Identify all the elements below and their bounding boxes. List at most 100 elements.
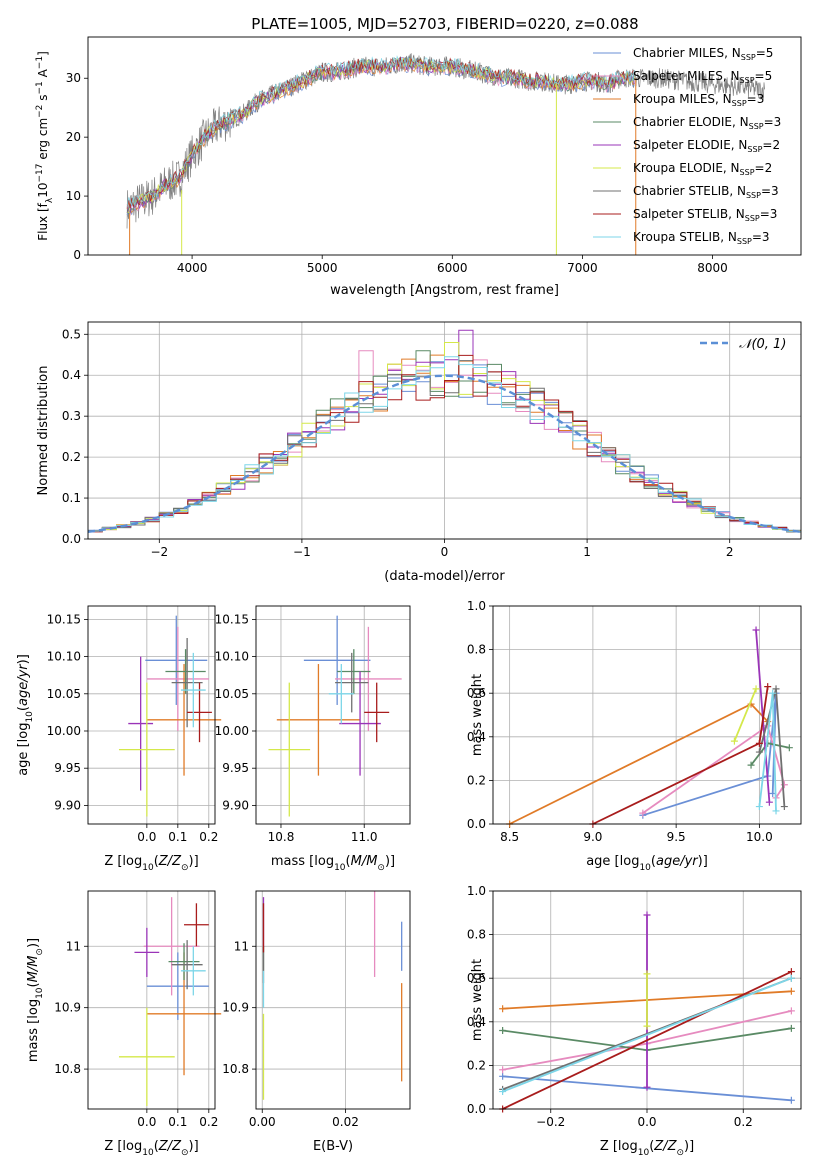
y-tick-label: 1.0 <box>467 884 486 898</box>
y-axis-label: mass weight <box>470 959 485 1041</box>
weight-line <box>502 977 792 1093</box>
legend-entry: Kroupa MILES, NSSP=3 <box>633 92 764 108</box>
weight-marker <box>643 911 651 919</box>
label-part: ⊙ <box>181 1148 189 1158</box>
weight-marker <box>643 1083 651 1091</box>
label-part: age/yr <box>16 663 31 706</box>
label-part: ⊙ <box>181 863 189 873</box>
normal-curve <box>87 374 802 533</box>
x-tick-label: 0.02 <box>332 1115 359 1129</box>
figure-title: PLATE=1005, MJD=52703, FIBERID=0220, z=0… <box>251 15 638 33</box>
axis-label: age [log10(age/yr)] <box>16 654 35 776</box>
y-tick-label: 0.6 <box>467 971 486 985</box>
legend-sub: SSP <box>732 99 747 108</box>
y-tick-label: 0.4 <box>467 730 486 744</box>
mass_vs_Z-frame <box>87 890 216 1110</box>
weight-marker <box>499 1088 507 1096</box>
y-tick-label: 0.4 <box>62 368 81 382</box>
label-part: mass [log <box>26 999 41 1062</box>
label-part: 10 <box>334 863 346 873</box>
y-tick-label: 10.00 <box>47 724 81 738</box>
legend-entry: Salpeter MILES, NSSP=5 <box>633 69 772 85</box>
legend-sub: SSP <box>741 53 756 62</box>
legend-entry: Kroupa ELODIE, NSSP=2 <box>633 161 772 177</box>
y-tick-label: 0.8 <box>467 928 486 942</box>
x-tick-label: 7000 <box>567 261 598 275</box>
weight-marker <box>755 748 763 756</box>
residuals-axes: −2 −1 0 1 2 0.0 0.1 0.2 0.3 0.4 0.5 𝒩(0, 1) (data-mo… <box>36 321 802 584</box>
x-tick-label: 2 <box>726 545 734 559</box>
label-part: ( <box>26 982 41 987</box>
label-part: s <box>36 95 50 105</box>
model-spectrum <box>126 56 635 214</box>
label-part: ] <box>36 51 50 56</box>
weight-marker <box>785 744 793 752</box>
weight-line <box>502 970 792 1110</box>
label-part: M/M <box>351 854 378 869</box>
label-part: ( <box>346 854 351 869</box>
y-tick-label: 10.05 <box>215 687 249 701</box>
x-tick-label: 10.8 <box>268 830 295 844</box>
x-tick-label: 8000 <box>697 261 728 275</box>
weight-marker <box>787 987 795 995</box>
x-tick-label: −1 <box>293 545 311 559</box>
age_vs_Z-frame <box>87 605 216 825</box>
legend-entry: Kroupa STELIB, NSSP=3 <box>633 230 770 246</box>
y-tick-label: 9.90 <box>222 798 249 812</box>
weight-marker <box>755 739 763 747</box>
x-tick-label: 9.5 <box>667 830 686 844</box>
label-part: M/M <box>26 956 41 983</box>
weight-marker <box>499 1066 507 1074</box>
histogram-series <box>88 356 801 532</box>
label-part: Z/Z <box>158 854 182 869</box>
label-part: Z [log <box>104 1139 142 1154</box>
spectrum-frame <box>87 36 802 256</box>
weight-marker <box>769 689 777 697</box>
y-tick-label: 10.9 <box>222 1001 249 1015</box>
label-part: )] <box>189 854 199 869</box>
label-part: −17 <box>35 164 45 183</box>
legend-value: =3 <box>747 92 765 106</box>
weight-marker <box>787 968 795 976</box>
legend-value: =3 <box>752 230 770 244</box>
label-part: age/yr <box>656 854 699 869</box>
weight-marker <box>752 685 760 693</box>
legend-entry: 𝒩(0, 1) <box>739 337 786 352</box>
weight-marker <box>755 803 763 811</box>
label-part: age [log <box>586 854 639 869</box>
label-part: 10 <box>35 987 45 999</box>
legend-text: Kroupa ELODIE, N <box>633 161 740 175</box>
legend-text: Salpeter ELODIE, N <box>633 138 747 152</box>
age_vs_Z-axes: 0.0 0.1 0.2 9.90 9.95 10.00 10.05 10.10 10.15 Z [… <box>16 605 222 873</box>
label-part: )] <box>16 654 31 664</box>
y-tick-label: 10.9 <box>54 1001 81 1015</box>
legend-value: =3 <box>761 184 779 198</box>
weight_vs_Z-axes: −0.2 0.0 0.2 0.0 0.2 0.4 0.6 0.8 1.0 Z [log10(Z/Z… <box>467 884 802 1158</box>
label-part: ⊙ <box>35 948 45 956</box>
x-tick-label: 11.0 <box>351 830 378 844</box>
y-tick-label: 11 <box>234 939 249 953</box>
label-part: A <box>36 68 50 81</box>
x-axis-label: Z [log10(Z/Z⊙)] <box>600 1139 694 1158</box>
label-part: −1 <box>35 81 45 94</box>
label-part: ( <box>16 706 31 711</box>
legend-text: Chabrier MILES, N <box>633 46 741 60</box>
y-tick-label: 0.0 <box>467 1102 486 1116</box>
x-axis-label: Z [log10(Z/Z⊙)] <box>104 1139 198 1158</box>
weight-marker <box>499 1005 507 1013</box>
y-axis-label: mass weight <box>470 674 485 756</box>
legend-text: Kroupa MILES, N <box>633 92 732 106</box>
y-tick-label: 10 <box>66 189 81 203</box>
weight_vs_age-frame <box>492 605 802 825</box>
legend-entry: Chabrier MILES, NSSP=5 <box>633 46 773 62</box>
y-tick-label: 9.95 <box>54 761 81 775</box>
weight-marker <box>765 798 773 806</box>
label-part: mass [log <box>271 854 334 869</box>
x-tick-label: 0.0 <box>637 1115 656 1129</box>
legend-sub: SSP <box>747 145 762 154</box>
y-tick-label: 0.6 <box>467 686 486 700</box>
weight-marker <box>752 626 760 634</box>
y-tick-label: 0.8 <box>467 643 486 657</box>
weight_vs_age-axes: 8.5 9.0 9.5 10.0 0.0 0.2 0.4 0.6 0.8 1.0 age [log1… <box>467 599 802 873</box>
